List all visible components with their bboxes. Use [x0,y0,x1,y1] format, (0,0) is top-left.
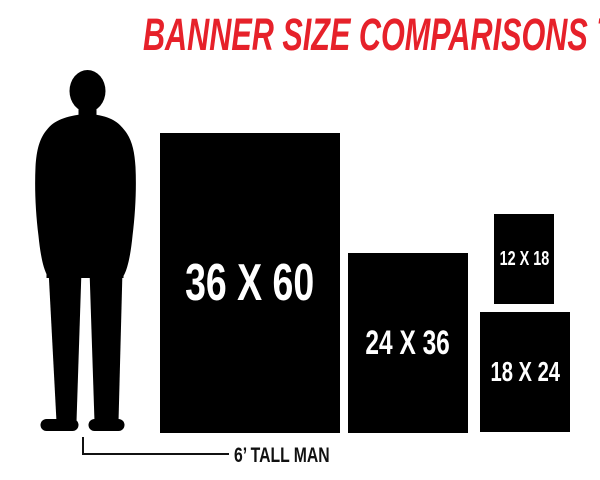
banner-18x24-label: 18 X 24 [490,356,560,387]
banner-12x18-label: 12 X 18 [499,248,549,270]
reference-label: 6’ TALL MAN [234,445,362,466]
reference-connector-vertical [82,437,84,454]
banner-24x36-label: 24 X 36 [365,324,451,362]
reference-connector-horizontal [82,453,229,455]
man-silhouette [35,70,136,431]
page-title: BANNER SIZE COMPARISONS TO SCALE [0,12,600,57]
page-title-text: BANNER SIZE COMPARISONS TO SCALE [142,9,600,60]
man-silhouette-icon [35,70,136,431]
banner-12x18: 12 X 18 [494,214,554,304]
reference-label-text: 6’ TALL MAN [234,444,330,467]
banner-18x24: 18 X 24 [480,312,570,432]
banner-36x60: 36 X 60 [160,133,340,433]
banner-24x36: 24 X 36 [348,253,468,433]
banner-36x60-label: 36 X 60 [185,254,315,312]
